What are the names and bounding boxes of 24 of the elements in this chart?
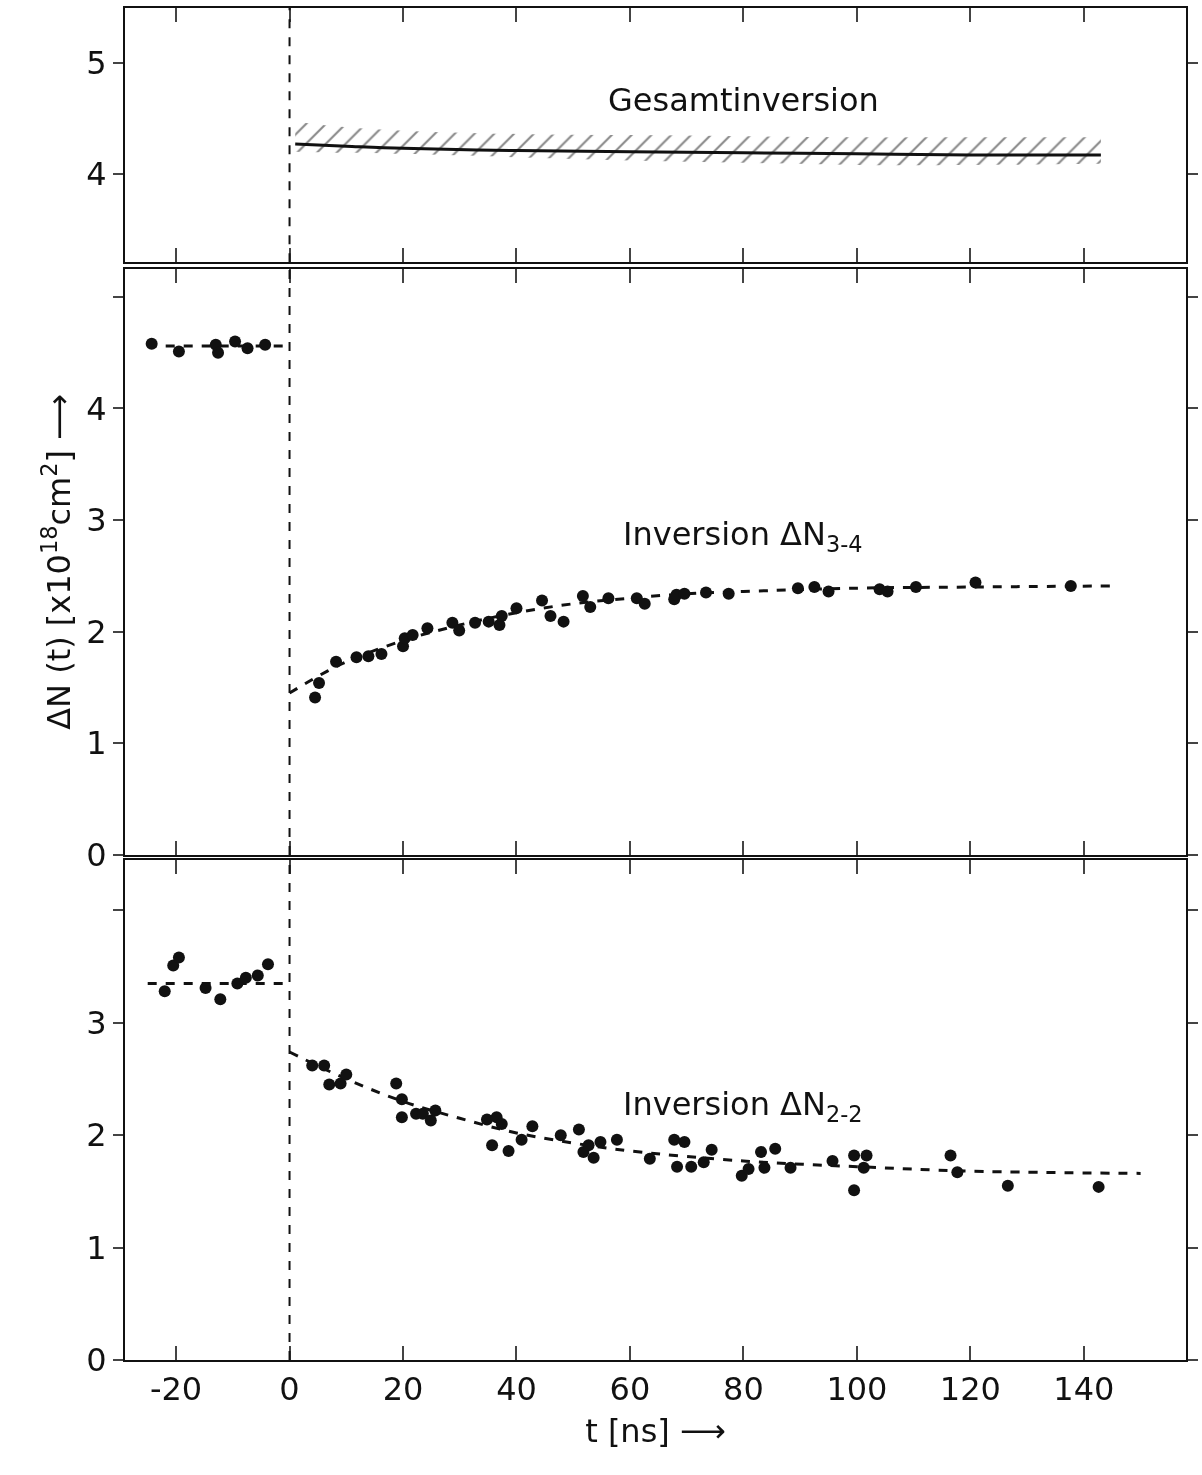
series-label: Gesamtinversion (608, 81, 879, 119)
y-tick-label: 0 (86, 1341, 107, 1380)
y-tick-label: 0 (86, 836, 107, 875)
y-tick-label: 3 (86, 501, 107, 540)
y-tick-label: 2 (86, 1116, 107, 1155)
x-tick-label: 80 (723, 1370, 764, 1409)
y-tick-label: 1 (86, 724, 107, 763)
x-tick-label: 40 (496, 1370, 537, 1409)
x-tick-label: -20 (149, 1370, 203, 1409)
x-tick-label: 60 (609, 1370, 651, 1409)
y-tick-label: 4 (86, 154, 107, 193)
x-tick-label: 20 (382, 1370, 424, 1409)
x-axis-title: t [ns] ⟶ (585, 1411, 726, 1450)
x-tick-label: 140 (1053, 1370, 1115, 1409)
y-tick-label: 4 (86, 389, 107, 428)
series-label: Inversion ΔN$_{2-2}$ (623, 1085, 863, 1127)
series-label: Inversion ΔN$_{3-4}$ (623, 515, 863, 557)
y-tick-label: 5 (86, 44, 107, 83)
x-tick-label: 100 (826, 1370, 888, 1409)
y-tick-label: 2 (86, 612, 107, 651)
y-tick-label: 1 (86, 1228, 107, 1267)
y-tick-label: 3 (86, 1003, 107, 1042)
x-tick-label: 0 (279, 1370, 300, 1409)
x-tick-label: 120 (939, 1370, 1001, 1409)
